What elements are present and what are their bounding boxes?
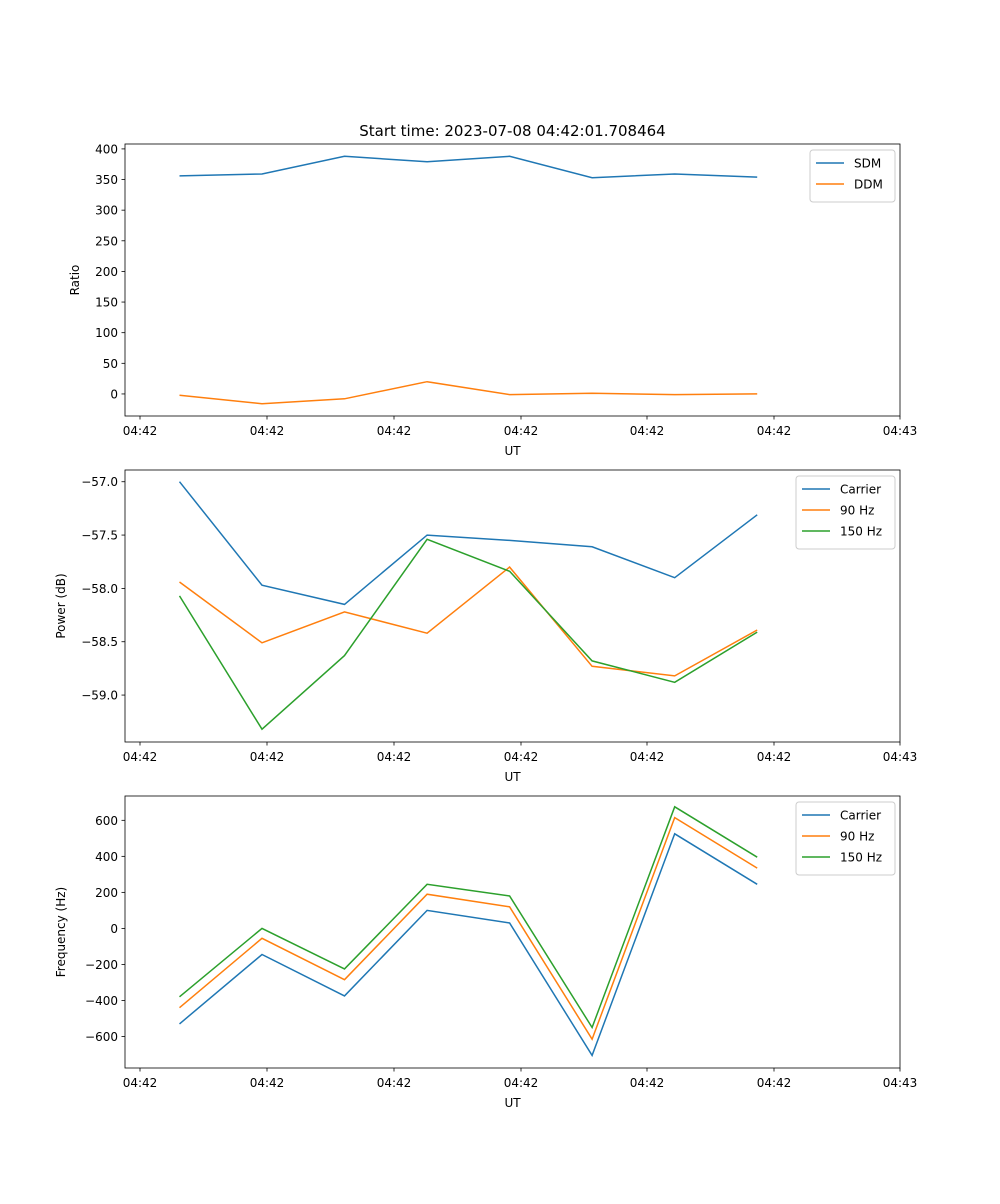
y-tick-label: −57.0 — [81, 475, 118, 489]
x-tick-label: 04:42 — [250, 424, 285, 438]
x-axis-label: UT — [504, 770, 521, 784]
y-tick-label: 200 — [95, 886, 118, 900]
x-tick-label: 04:42 — [757, 1076, 792, 1090]
x-tick-label: 04:42 — [377, 1076, 412, 1090]
series-line-sdm — [179, 155, 758, 179]
y-tick-label: 150 — [95, 296, 118, 310]
y-tick-label: −58.0 — [81, 582, 118, 596]
y-tick-label: −600 — [85, 1030, 118, 1044]
x-axis-label: UT — [504, 444, 521, 458]
y-tick-label: 0 — [110, 387, 118, 401]
legend-label: 90 Hz — [840, 504, 874, 518]
chart-panel-3: 600 400 200 0 −200 −400 −600 04:42 04:42 04:42 04:… — [54, 795, 918, 1110]
x-tick-label: 04:42 — [757, 424, 792, 438]
legend-frame — [809, 149, 896, 203]
axes-frame — [124, 143, 901, 417]
series-line-ddm — [179, 380, 758, 405]
y-tick-label: 250 — [95, 234, 118, 248]
y-tick-label: 600 — [95, 814, 118, 828]
x-tick-label: 04:43 — [883, 424, 918, 438]
x-tick-label: 04:42 — [250, 750, 285, 764]
x-tick-label: 04:42 — [630, 424, 665, 438]
legend-label: 150 Hz — [840, 525, 882, 539]
axes-frame — [124, 795, 901, 1069]
series-line-90-hz — [179, 816, 758, 1041]
x-tick-label: 04:42 — [504, 424, 539, 438]
y-tick-label: 200 — [95, 265, 118, 279]
y-tick-label: −58.5 — [81, 635, 118, 649]
legend: Carrier 90 Hz 150 Hz — [795, 475, 896, 550]
y-axis-label: Power (dB) — [54, 573, 68, 638]
y-axis-label: Ratio — [68, 265, 82, 296]
x-tick-label: 04:42 — [123, 750, 158, 764]
x-tick-label: 04:42 — [504, 1076, 539, 1090]
series-line-150-hz — [178, 538, 758, 731]
legend-label: DDM — [854, 178, 883, 192]
figure-title: Start time: 2023-07-08 04:42:01.708464 — [359, 122, 665, 140]
y-tick-label: 350 — [95, 173, 118, 187]
x-tick-label: 04:42 — [504, 750, 539, 764]
x-tick-label: 04:42 — [123, 1076, 158, 1090]
legend-label: Carrier — [840, 483, 881, 497]
series-line-carrier — [179, 832, 758, 1058]
x-tick-label: 04:42 — [630, 1076, 665, 1090]
legend: Carrier 90 Hz 150 Hz — [795, 801, 896, 876]
y-tick-label: 100 — [95, 326, 118, 340]
y-tick-label: −200 — [85, 958, 118, 972]
y-tick-label: 300 — [95, 204, 118, 218]
chart-panel-2: −57.0 −57.5 −58.0 −58.5 −59.0 04:42 04:42 04:42… — [54, 469, 918, 784]
y-tick-label: −57.5 — [81, 529, 118, 543]
y-tick-label: −59.0 — [81, 689, 118, 703]
x-tick-label: 04:42 — [377, 424, 412, 438]
legend-label: SDM — [854, 157, 881, 171]
series-line-carrier — [178, 481, 758, 606]
x-tick-label: 04:42 — [377, 750, 412, 764]
y-tick-label: 50 — [103, 357, 118, 371]
y-tick-label: 0 — [110, 922, 118, 936]
legend-label: Carrier — [840, 809, 881, 823]
x-tick-label: 04:43 — [883, 1076, 918, 1090]
series-line-90-hz — [179, 566, 758, 677]
y-axis-label: Frequency (Hz) — [54, 887, 68, 978]
series-line-150-hz — [179, 805, 758, 1030]
x-tick-label: 04:42 — [250, 1076, 285, 1090]
legend: SDM DDM — [809, 149, 896, 203]
x-tick-label: 04:42 — [630, 750, 665, 764]
axes-frame — [124, 469, 901, 743]
legend-label: 150 Hz — [840, 851, 882, 865]
legend-label: 90 Hz — [840, 830, 874, 844]
chart-panel-1: 400 350 300 250 200 150 100 50 0 04:42 04:42 04:42 0… — [68, 142, 917, 458]
y-tick-label: 400 — [95, 850, 118, 864]
x-axis-label: UT — [504, 1096, 521, 1110]
x-tick-label: 04:42 — [123, 424, 158, 438]
y-tick-label: −400 — [85, 994, 118, 1008]
x-tick-label: 04:42 — [757, 750, 792, 764]
y-tick-label: 400 — [95, 142, 118, 156]
x-tick-label: 04:43 — [883, 750, 918, 764]
